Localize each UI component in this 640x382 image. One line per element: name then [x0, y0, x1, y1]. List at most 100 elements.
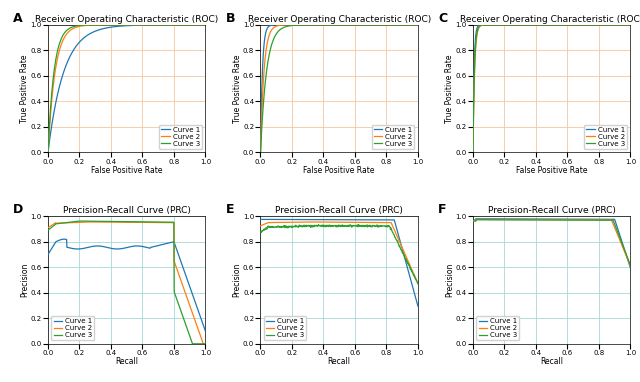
Curve 1 [555, 23, 563, 27]
Curve 2 [469, 150, 477, 155]
Curve 2 [138, 23, 145, 27]
Legend: Curve 1, Curve 2, Curve 3: Curve 1, Curve 2, Curve 3 [159, 125, 202, 149]
Curve 2 [386, 23, 394, 27]
Curve 3 [555, 218, 563, 222]
Curve 3 [119, 23, 127, 27]
Text: C: C [438, 12, 447, 25]
Curve 2 [332, 23, 340, 27]
Line: Curve 2: Curve 2 [48, 222, 205, 344]
Line: Curve 2: Curve 2 [473, 25, 630, 152]
Line: Curve 2: Curve 2 [260, 222, 418, 283]
X-axis label: False Positive Rate: False Positive Rate [303, 166, 375, 175]
Curve 2 [555, 217, 563, 222]
Legend: Curve 1, Curve 2, Curve 3: Curve 1, Curve 2, Curve 3 [584, 125, 627, 149]
Curve 2 [119, 220, 127, 225]
Curve 3 [386, 224, 394, 229]
Curve 2 [333, 220, 340, 225]
Curve 1 [545, 217, 553, 221]
Curve 1 [544, 23, 552, 27]
Curve 2 [342, 23, 349, 27]
Curve 2 [387, 23, 394, 27]
Line: Curve 3: Curve 3 [473, 220, 630, 265]
Curve 2 [563, 217, 571, 222]
Line: Curve 3: Curve 3 [473, 25, 630, 152]
Curve 1 [544, 217, 552, 221]
Curve 3 [545, 23, 553, 27]
Curve 1 [511, 23, 518, 27]
Curve 3 [410, 23, 418, 27]
Curve 1 [350, 217, 358, 222]
Curve 3 [627, 23, 634, 27]
Curve 1 [198, 319, 206, 324]
Curve 3 [44, 150, 52, 155]
Curve 2 [342, 220, 350, 225]
Line: Curve 3: Curve 3 [48, 221, 205, 344]
Curve 2 [411, 273, 419, 278]
Curve 1 [44, 252, 52, 257]
Line: Curve 2: Curve 2 [473, 219, 630, 266]
Curve 2 [173, 23, 181, 27]
Curve 1 [598, 217, 606, 222]
Curve 3 [355, 222, 362, 227]
Text: F: F [438, 204, 447, 217]
Curve 1 [120, 246, 128, 251]
Curve 3 [138, 23, 145, 27]
Curve 1 [545, 23, 553, 27]
Curve 3 [469, 219, 477, 223]
Y-axis label: Precision: Precision [232, 263, 242, 297]
Curve 3 [173, 298, 181, 303]
Curve 3 [411, 273, 419, 278]
Curve 1 [119, 24, 127, 28]
Curve 1 [257, 217, 264, 222]
Curve 2 [257, 223, 264, 228]
Curve 1 [598, 23, 606, 27]
Curve 2 [545, 23, 553, 27]
Curve 3 [257, 229, 264, 234]
Curve 2 [386, 220, 394, 225]
Curve 2 [544, 217, 552, 222]
X-axis label: Recall: Recall [540, 358, 563, 366]
Curve 2 [411, 23, 419, 27]
Legend: Curve 1, Curve 2, Curve 3: Curve 1, Curve 2, Curve 3 [264, 316, 307, 340]
Curve 3 [414, 23, 422, 27]
Curve 3 [544, 218, 552, 222]
Curve 1 [410, 290, 418, 295]
Curve 3 [44, 228, 52, 233]
Curve 1 [202, 23, 209, 27]
Curve 1 [202, 329, 209, 333]
Line: Curve 1: Curve 1 [260, 219, 418, 306]
Curve 1 [173, 23, 181, 27]
Title: Precision-Recall Curve (PRC): Precision-Recall Curve (PRC) [488, 206, 616, 215]
Curve 3 [623, 23, 631, 27]
Curve 1 [342, 217, 349, 222]
Text: A: A [13, 12, 23, 25]
Curve 3 [544, 23, 552, 27]
Curve 2 [545, 217, 553, 222]
Curve 1 [120, 24, 127, 28]
Curve 2 [120, 23, 127, 27]
Curve 3 [198, 342, 206, 346]
Curve 1 [257, 150, 264, 155]
Curve 3 [598, 23, 606, 27]
Curve 1 [563, 217, 571, 222]
Title: Precision-Recall Curve (PRC): Precision-Recall Curve (PRC) [63, 206, 191, 215]
Curve 3 [545, 218, 553, 222]
Curve 1 [332, 23, 339, 27]
Curve 2 [623, 23, 631, 27]
Curve 3 [555, 23, 563, 27]
Curve 2 [119, 23, 127, 27]
Curve 1 [60, 237, 68, 241]
Curve 3 [386, 23, 394, 27]
Y-axis label: Precision: Precision [20, 263, 29, 297]
Curve 3 [189, 342, 196, 346]
Curve 3 [563, 23, 571, 27]
Curve 2 [173, 268, 181, 272]
Curve 3 [202, 342, 209, 346]
Y-axis label: True Positive Rate: True Positive Rate [232, 54, 242, 123]
Curve 2 [414, 23, 422, 27]
Curve 2 [469, 219, 477, 223]
Line: Curve 1: Curve 1 [473, 219, 630, 268]
Curve 2 [528, 23, 536, 27]
Curve 3 [627, 263, 634, 267]
Curve 3 [332, 224, 339, 228]
